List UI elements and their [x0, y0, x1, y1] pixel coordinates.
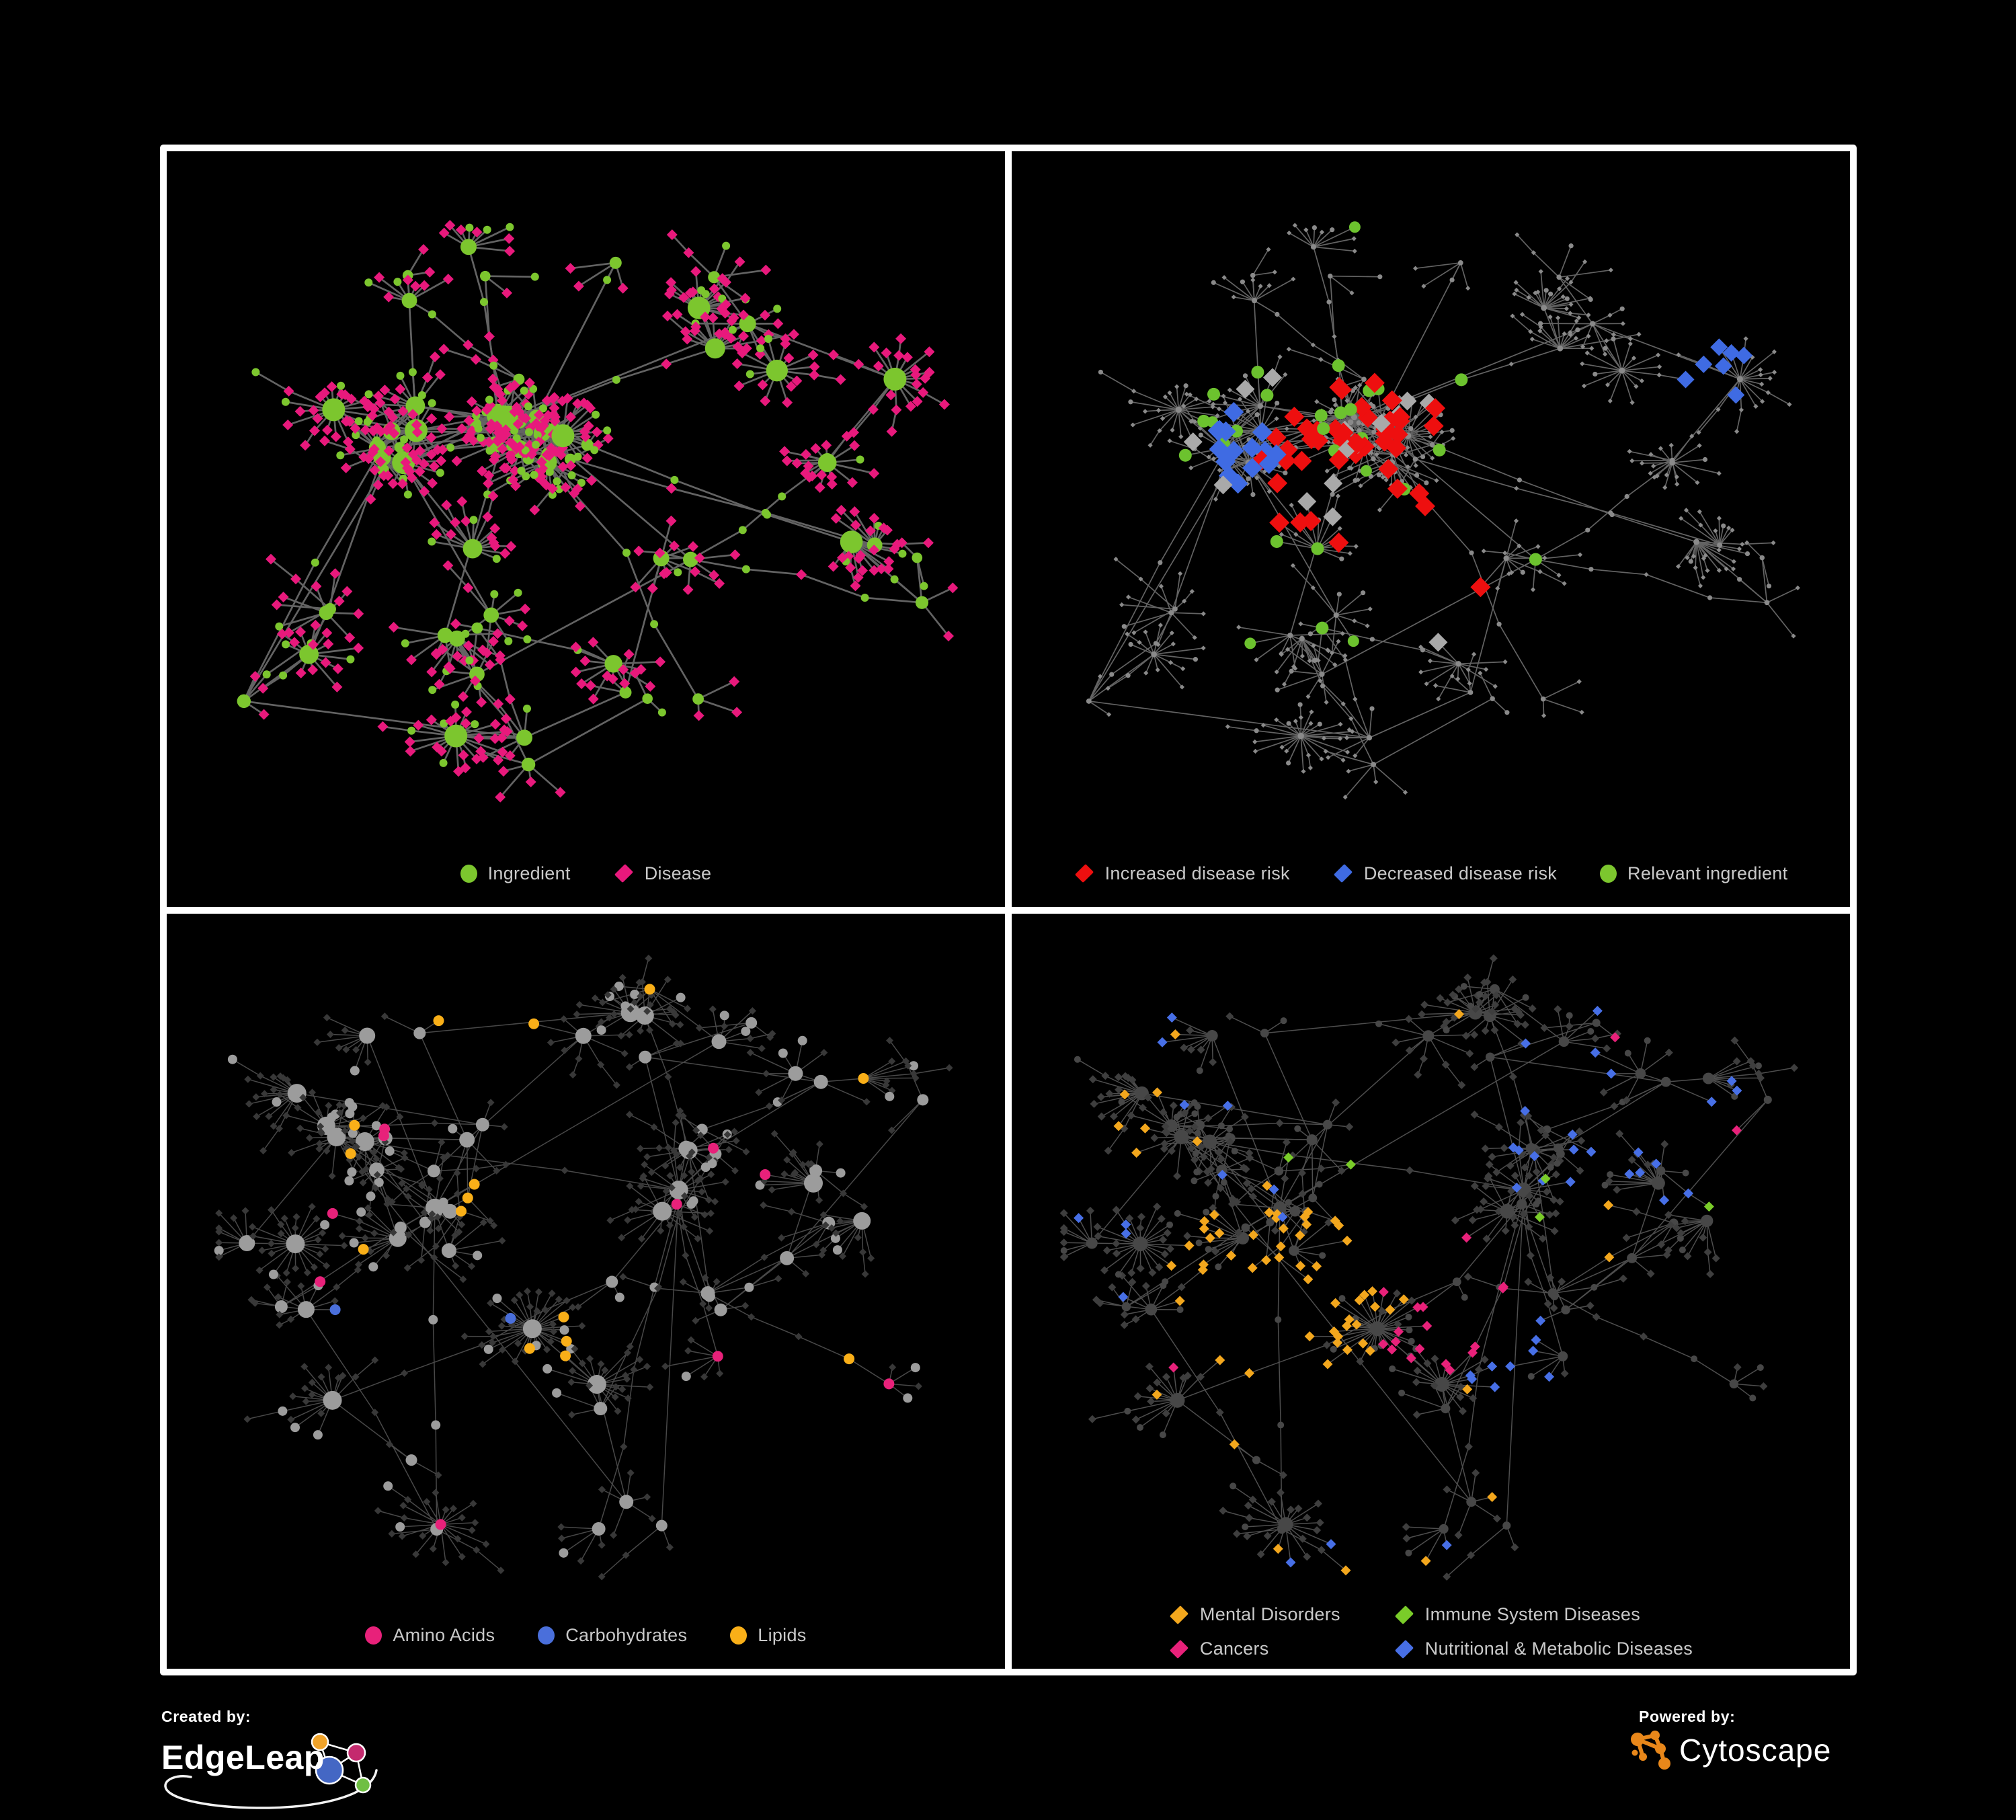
cytoscape-lockup: Cytoscape	[1629, 1729, 1855, 1772]
legend-item-disease: Disease	[614, 863, 712, 884]
powered-by-label: Powered by:	[1639, 1708, 1736, 1725]
node-layer	[237, 220, 959, 803]
diamond-swatch-icon	[1333, 863, 1353, 883]
network-disease-classes	[1059, 953, 1799, 1581]
circle-swatch-icon	[730, 1626, 748, 1645]
cytoscape-brand: Powered by: Cytosc	[1629, 1708, 1855, 1772]
legend-label: Lipids	[758, 1625, 807, 1645]
edge-layer	[218, 957, 950, 1577]
panel-ingredient-classes: Amino Acids Carbohydrates Lipids	[167, 913, 1005, 1669]
legend-item-cancers: Cancers	[1169, 1638, 1269, 1659]
diamond-swatch-icon	[1394, 1605, 1414, 1624]
edgeleap-logo-icon	[164, 1733, 378, 1809]
legend-label: Decreased disease risk	[1363, 863, 1558, 883]
legend-item-lipids: Lipids	[730, 1625, 806, 1646]
diamond-swatch-icon	[614, 863, 633, 883]
legend-item-increased-disease-risk: Increased disease risk	[1074, 863, 1290, 884]
legend-disease-risk: Increased disease risk Decreased disease …	[1012, 863, 1850, 884]
legend-item-nutritional-metabolic-diseases: Nutritional & Metabolic Diseases	[1394, 1638, 1693, 1659]
edge-layer	[1088, 225, 1799, 798]
edgeleap-brand: Created by: EdgeLeap	[160, 1708, 392, 1811]
legend-label: Ingredient	[487, 863, 571, 883]
panel-ingredient-disease: Ingredient Disease	[167, 151, 1005, 907]
legend-ingredient-disease: Ingredient Disease	[167, 863, 1005, 884]
legend-item-decreased-disease-risk: Decreased disease risk	[1333, 863, 1557, 884]
diamond-swatch-icon	[1169, 1605, 1188, 1624]
legend-label: Mental Disorders	[1199, 1604, 1340, 1624]
network-ingredient-disease	[237, 220, 959, 803]
edgeleap-node-orange	[311, 1733, 329, 1751]
panel-disease-risk: Increased disease risk Decreased disease …	[1012, 151, 1850, 907]
legend-ingredient-classes: Amino Acids Carbohydrates Lipids	[167, 1625, 1005, 1646]
cytoscape-wordmark: Cytoscape	[1679, 1733, 1832, 1768]
edgeleap-node-green	[354, 1776, 372, 1794]
highlight-node-layer	[315, 983, 895, 1530]
legend-item-ingredient: Ingredient	[460, 863, 571, 884]
legend-label: Disease	[644, 863, 712, 883]
legend-item-amino-acids: Amino Acids	[365, 1625, 495, 1646]
legend-disease-classes: Mental Disorders Immune System Diseases Ca…	[1012, 1604, 1850, 1659]
circle-swatch-icon	[460, 864, 477, 883]
circle-swatch-icon	[365, 1626, 382, 1645]
circle-swatch-icon	[538, 1626, 555, 1645]
cytoscape-logo-nodes	[1631, 1731, 1670, 1770]
legend-item-carbohydrates: Carbohydrates	[538, 1625, 687, 1646]
created-by-label: Created by:	[161, 1708, 251, 1725]
edgeleap-node-blue	[315, 1755, 344, 1785]
network-disease-risk	[1086, 221, 1800, 800]
node-layer	[214, 954, 953, 1581]
edge-layer	[243, 224, 954, 798]
legend-label: Cancers	[1199, 1638, 1269, 1659]
legend-label: Immune System Diseases	[1424, 1604, 1640, 1624]
node-layer	[1086, 223, 1800, 800]
legend-item-immune-system-diseases: Immune System Diseases	[1394, 1604, 1640, 1625]
circle-swatch-icon	[1600, 864, 1617, 883]
legend-item-relevant-ingredient: Relevant ingredient	[1600, 863, 1787, 884]
legend-label: Nutritional & Metabolic Diseases	[1424, 1638, 1693, 1659]
diamond-swatch-icon	[1074, 863, 1094, 883]
diamond-swatch-icon	[1394, 1639, 1414, 1659]
legend-label: Relevant ingredient	[1627, 863, 1788, 883]
edgeleap-wordmark: EdgeLeap	[161, 1739, 325, 1776]
highlight-node-layer	[1178, 221, 1753, 652]
edgeleap-swoosh	[164, 1769, 378, 1809]
edgeleap-network	[311, 1733, 372, 1794]
network-ingredient-classes	[214, 954, 953, 1581]
panel-disease-classes: Mental Disorders Immune System Diseases Ca…	[1012, 913, 1850, 1669]
edgeleap-node-magenta	[346, 1743, 366, 1763]
edgeleap-lockup: EdgeLeap	[160, 1727, 392, 1811]
diamond-swatch-icon	[1169, 1639, 1188, 1659]
cytoscape-logo-icon	[1631, 1731, 1670, 1770]
legend-label: Carbohydrates	[565, 1625, 688, 1645]
legend-item-mental-disorders: Mental Disorders	[1169, 1604, 1340, 1625]
legend-label: Increased disease risk	[1104, 863, 1290, 883]
legend-label: Amino Acids	[393, 1625, 495, 1645]
network-grid: Ingredient Disease Increased disease risk…	[160, 145, 1857, 1675]
highlight-node-layer	[1074, 1005, 1742, 1575]
